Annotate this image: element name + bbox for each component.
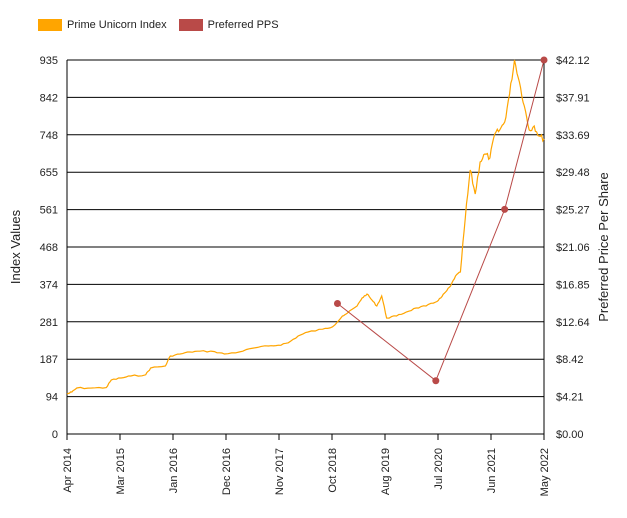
x-tick-label: Jul 2020 <box>433 448 445 490</box>
right-tick-label: $4.21 <box>556 392 584 404</box>
left-tick-label: 935 <box>40 55 58 67</box>
right-tick-label: $37.91 <box>556 92 590 104</box>
grid-lines <box>66 59 545 435</box>
legend-swatch-index <box>38 19 62 31</box>
right-tick-label: $12.64 <box>556 317 590 329</box>
legend-item-pps[interactable]: Preferred PPS <box>178 19 279 31</box>
right-axis-ticks: $0.00 $4.21 $8.42 $12.64 $16.85 $21.06 $25.27 $… <box>556 55 590 441</box>
pps-point <box>501 205 509 213</box>
legend-label-pps: Preferred PPS <box>207 19 279 31</box>
x-axis-ticks: Apr 2014 Mar 2015 Jan 2016 Dec 2016 Nov 2017… <box>62 434 551 496</box>
x-tick-label: Mar 2015 <box>115 448 127 494</box>
left-tick-label: 561 <box>40 205 58 217</box>
right-tick-label: $25.27 <box>556 205 590 217</box>
right-tick-label: $16.85 <box>556 279 590 291</box>
series-line-prime-unicorn-index <box>66 59 545 395</box>
right-axis-title: Preferred Price Per Share <box>596 172 611 322</box>
x-tick-label: Jan 2016 <box>168 448 180 493</box>
pps-point <box>540 56 548 64</box>
x-tick-label: Oct 2018 <box>327 448 339 493</box>
x-tick-label: Apr 2014 <box>62 448 74 493</box>
right-tick-label: $29.48 <box>556 167 590 179</box>
left-tick-label: 374 <box>40 279 58 291</box>
right-tick-label: $21.06 <box>556 242 590 254</box>
pps-point <box>432 377 440 385</box>
left-tick-label: 655 <box>40 167 58 179</box>
legend-item-index[interactable]: Prime Unicorn Index <box>38 19 167 31</box>
x-tick-label: May 2022 <box>539 448 551 496</box>
legend-label-index: Prime Unicorn Index <box>67 19 167 31</box>
left-tick-label: 94 <box>46 392 58 404</box>
right-tick-label: $33.69 <box>556 130 590 142</box>
left-tick-label: 281 <box>40 317 58 329</box>
left-tick-label: 748 <box>40 130 58 142</box>
legend: Prime Unicorn Index Preferred PPS <box>38 19 291 31</box>
x-tick-label: Aug 2019 <box>380 448 392 495</box>
legend-swatch-pps <box>178 19 203 31</box>
left-axis-title: Index Values <box>8 209 23 284</box>
x-tick-label: Dec 2016 <box>221 448 233 495</box>
series-line-preferred-pps <box>337 59 545 382</box>
x-tick-label: Jun 2021 <box>486 448 498 493</box>
left-tick-label: 468 <box>40 242 58 254</box>
right-tick-label: $0.00 <box>556 429 584 441</box>
series-layer <box>66 56 548 395</box>
left-tick-label: 0 <box>52 429 58 441</box>
pps-point <box>333 299 341 307</box>
left-axis-ticks: 0 94 187 281 374 468 561 655 748 842 935 <box>40 55 58 441</box>
x-tick-label: Nov 2017 <box>274 448 286 495</box>
right-tick-label: $42.12 <box>556 55 590 67</box>
right-tick-label: $8.42 <box>556 354 584 366</box>
left-tick-label: 842 <box>40 92 58 104</box>
left-tick-label: 187 <box>40 354 58 366</box>
